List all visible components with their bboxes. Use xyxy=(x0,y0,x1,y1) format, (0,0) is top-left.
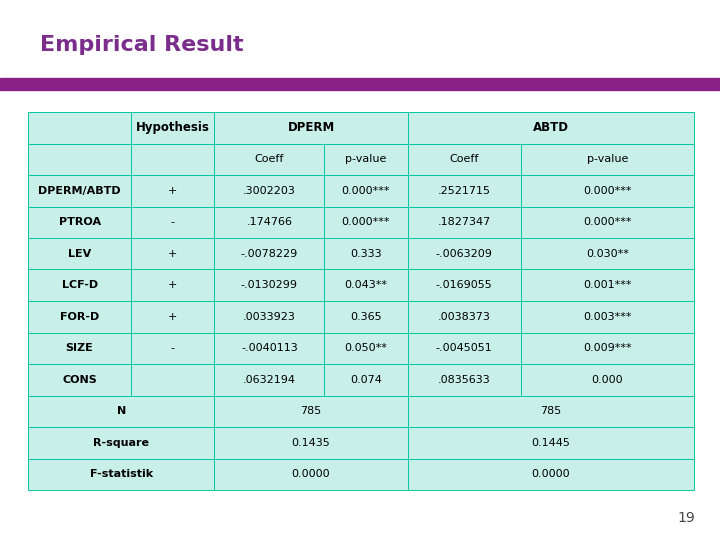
Text: Hypothesis: Hypothesis xyxy=(136,122,210,134)
Text: 0.074: 0.074 xyxy=(350,375,382,384)
Text: SIZE: SIZE xyxy=(66,343,94,353)
Text: .3002203: .3002203 xyxy=(243,186,296,195)
Text: .0835633: .0835633 xyxy=(438,375,490,384)
Text: 0.000***: 0.000*** xyxy=(583,186,631,195)
Text: +: + xyxy=(168,186,178,195)
Text: +: + xyxy=(168,249,178,259)
Text: 785: 785 xyxy=(540,406,562,416)
Text: LEV: LEV xyxy=(68,249,91,259)
Text: Coeff: Coeff xyxy=(449,154,479,164)
Text: 0.000***: 0.000*** xyxy=(342,217,390,227)
Text: .0033923: .0033923 xyxy=(243,312,296,322)
Text: 0.0000: 0.0000 xyxy=(292,469,330,480)
Text: .0632194: .0632194 xyxy=(243,375,296,384)
Text: F-statistik: F-statistik xyxy=(90,469,153,480)
Text: 0.003***: 0.003*** xyxy=(583,312,631,322)
Text: .0038373: .0038373 xyxy=(438,312,490,322)
Text: 0.0000: 0.0000 xyxy=(531,469,570,480)
Text: -.0169055: -.0169055 xyxy=(436,280,492,290)
Text: -.0063209: -.0063209 xyxy=(436,249,492,259)
Text: LCF-D: LCF-D xyxy=(61,280,98,290)
Text: -: - xyxy=(171,217,175,227)
Text: PTROA: PTROA xyxy=(58,217,101,227)
Text: R-square: R-square xyxy=(94,438,149,448)
Text: N: N xyxy=(117,406,126,416)
Text: .2521715: .2521715 xyxy=(438,186,491,195)
Text: Coeff: Coeff xyxy=(255,154,284,164)
Text: 0.050**: 0.050** xyxy=(345,343,387,353)
Text: 0.000***: 0.000*** xyxy=(342,186,390,195)
Text: ABTD: ABTD xyxy=(533,122,569,134)
Text: 785: 785 xyxy=(300,406,322,416)
Text: 0.000***: 0.000*** xyxy=(583,217,631,227)
Text: 0.333: 0.333 xyxy=(350,249,382,259)
Text: .1827347: .1827347 xyxy=(438,217,491,227)
Text: DPERM: DPERM xyxy=(287,122,335,134)
Text: 0.1445: 0.1445 xyxy=(531,438,570,448)
Text: p-value: p-value xyxy=(587,154,628,164)
Text: 0.009***: 0.009*** xyxy=(583,343,631,353)
Text: -.0078229: -.0078229 xyxy=(240,249,298,259)
Text: 19: 19 xyxy=(677,511,695,525)
Text: -.0040113: -.0040113 xyxy=(241,343,298,353)
Text: FOR-D: FOR-D xyxy=(60,312,99,322)
Text: .174766: .174766 xyxy=(246,217,292,227)
Text: +: + xyxy=(168,312,178,322)
Text: CONS: CONS xyxy=(62,375,97,384)
Text: +: + xyxy=(168,280,178,290)
Text: 0.1435: 0.1435 xyxy=(292,438,330,448)
Text: 0.043**: 0.043** xyxy=(344,280,387,290)
Text: p-value: p-value xyxy=(346,154,387,164)
Text: -: - xyxy=(171,343,175,353)
Text: 0.001***: 0.001*** xyxy=(583,280,631,290)
Text: -.0130299: -.0130299 xyxy=(241,280,298,290)
Text: -.0045051: -.0045051 xyxy=(436,343,492,353)
Text: DPERM/ABTD: DPERM/ABTD xyxy=(38,186,121,195)
Text: 0.030**: 0.030** xyxy=(586,249,629,259)
Text: 0.365: 0.365 xyxy=(350,312,382,322)
Text: 0.000: 0.000 xyxy=(592,375,624,384)
Text: Empirical Result: Empirical Result xyxy=(40,35,243,55)
